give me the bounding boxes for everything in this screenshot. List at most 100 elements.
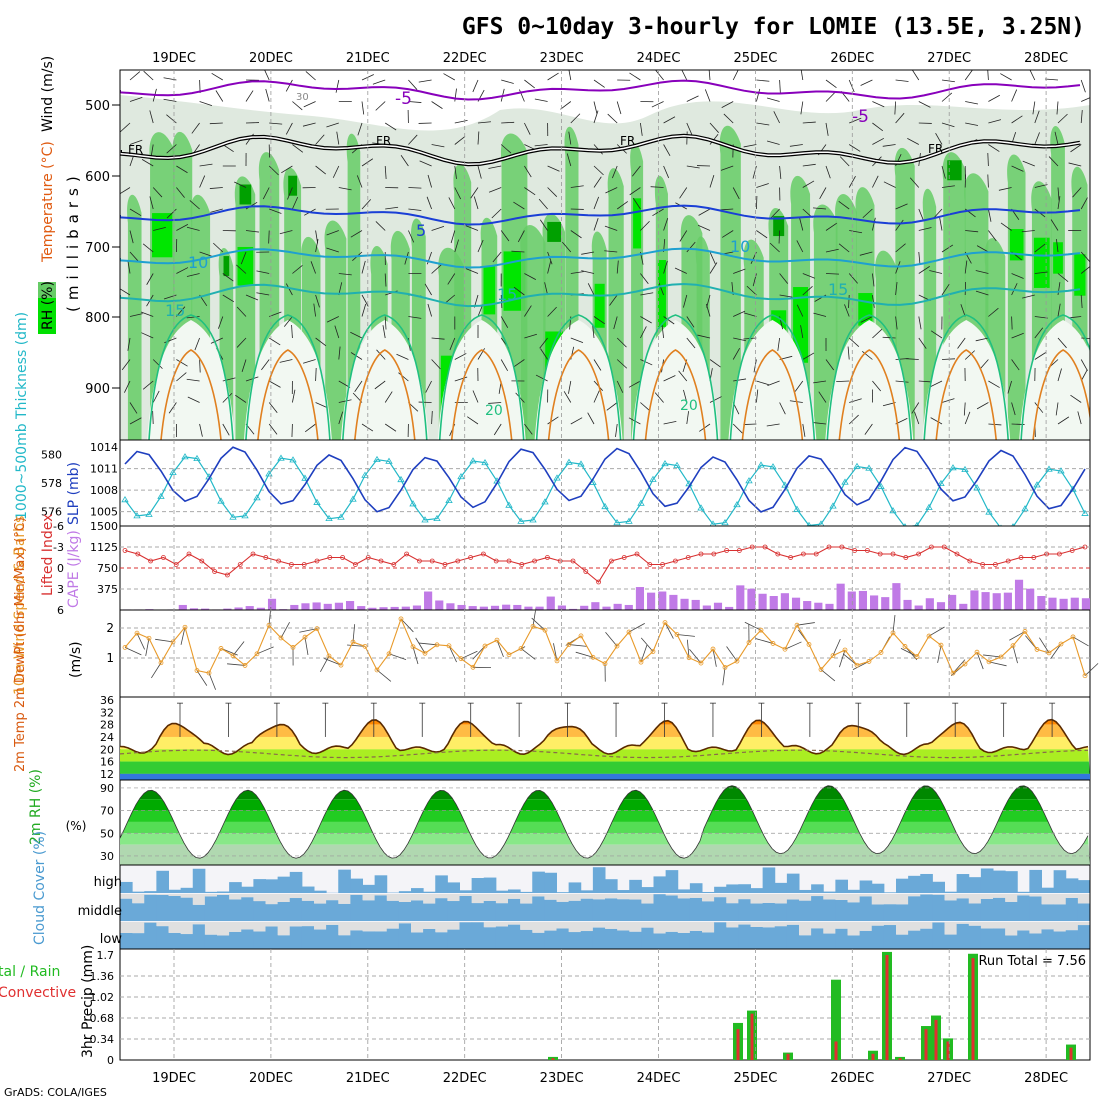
cloud-bar [605, 879, 618, 893]
wind-barb [939, 217, 943, 231]
cloud-bar [1005, 871, 1018, 893]
wind-barb [326, 122, 339, 128]
wind-barb [640, 122, 643, 136]
cloud-bar [932, 881, 945, 893]
wind-barb [245, 376, 259, 382]
wind-barb [538, 198, 548, 210]
wind-barb [454, 136, 466, 145]
thickness-marker [937, 479, 945, 487]
wind-barb [152, 410, 154, 425]
wind-barb [1068, 162, 1082, 167]
wind-barb [1057, 273, 1069, 283]
cloud-gap [835, 894, 848, 900]
cloud-gap [847, 894, 861, 903]
wind-barb [235, 394, 247, 403]
cloud-bar [702, 891, 715, 893]
wind-barb [860, 79, 873, 86]
wind10-point [158, 660, 164, 666]
wind-barb [796, 304, 804, 317]
wind-barb [976, 402, 989, 410]
wind-barb [431, 337, 445, 340]
wind-barb [743, 312, 757, 317]
wind-barb [431, 144, 445, 148]
cloud-bar [847, 902, 861, 921]
cloud-bar [653, 894, 667, 921]
cloud-gap [799, 922, 812, 936]
cloud-gap [883, 922, 897, 926]
cloud-bar [156, 894, 169, 921]
wind-barb [655, 70, 664, 81]
wind-barb [629, 72, 641, 81]
temp2m-tick-label: 28 [100, 719, 114, 732]
slp-tick-label: 1014 [90, 441, 118, 454]
pressure-tick-label: 900 [85, 382, 110, 397]
wind10-point [386, 651, 392, 657]
cape-bar [1070, 597, 1079, 610]
rh2m-panel: 90 70 50 30 (%) 2m RH (%) [28, 769, 1091, 866]
wind-barb [847, 346, 850, 360]
wind-barb [616, 201, 629, 210]
bottom-date-axis: 19DEC 20DEC 21DEC 22DEC 23DEC 24DEC 25DEC 26DEC… [152, 1071, 1068, 1086]
cloud-gap [447, 922, 460, 930]
cloud-gap [338, 922, 351, 936]
wind10-barb [839, 649, 846, 668]
cape-bar [858, 590, 868, 610]
cloud-gap [956, 922, 970, 924]
wind-barb [632, 197, 641, 210]
wind-barb [338, 399, 352, 403]
wind-barb [176, 372, 187, 382]
wind10-barb [628, 623, 645, 633]
wind-barb [722, 230, 734, 238]
cloud-gap [1065, 894, 1079, 898]
wind-barb [191, 122, 200, 134]
contour-20-green [1020, 314, 1090, 440]
wind-barb [799, 217, 804, 231]
day-gridlines [173, 70, 1047, 1060]
wind-barb [678, 370, 688, 382]
cloud-gap [689, 922, 703, 931]
lifted-index-path [124, 546, 1086, 583]
cloud-bar [411, 888, 424, 893]
thickness-marker [721, 518, 729, 526]
cloud-bar [217, 891, 230, 893]
cloud-bar [726, 903, 739, 921]
cloud-bar [447, 882, 460, 893]
li-tick-label: -6 [53, 520, 64, 533]
cloud-bar [204, 934, 218, 949]
cape-bar [301, 603, 310, 610]
cloud-bar [689, 930, 703, 949]
wind-barb [802, 180, 815, 188]
cloud-bar [398, 891, 412, 893]
wind-barb [199, 423, 203, 437]
cloud-gap [968, 922, 982, 926]
wind10-barb [151, 662, 162, 679]
cloud-bar [629, 899, 642, 921]
wind-barb [287, 187, 293, 200]
wind10-point [302, 634, 308, 640]
wind-barb [941, 244, 954, 253]
lifted-index-point [954, 551, 960, 557]
wind-barb [305, 71, 316, 81]
cloud-gap [1017, 922, 1030, 931]
boundary-layer-cone [243, 320, 332, 440]
wind-barb [382, 325, 386, 339]
wind-barb [408, 101, 422, 103]
wind-barb [813, 380, 827, 384]
wind-barb [1011, 402, 1016, 416]
wind-barb [756, 122, 770, 126]
cloud-bar [762, 927, 776, 949]
cloud-bar [217, 935, 230, 949]
wind-barb [964, 350, 975, 360]
cloud-bar [544, 872, 557, 893]
thickness-marker [1069, 485, 1077, 492]
wind-barb [663, 144, 671, 156]
cloud-bar [835, 928, 848, 949]
cloud-gap [968, 894, 982, 904]
cape-bar [758, 593, 767, 610]
wind-barb [720, 208, 734, 211]
cloud-gap [495, 922, 509, 927]
wind-barb [593, 218, 599, 231]
contour-25-orange [354, 349, 416, 440]
cloud-gap [908, 894, 921, 897]
cape-bar [457, 604, 466, 610]
